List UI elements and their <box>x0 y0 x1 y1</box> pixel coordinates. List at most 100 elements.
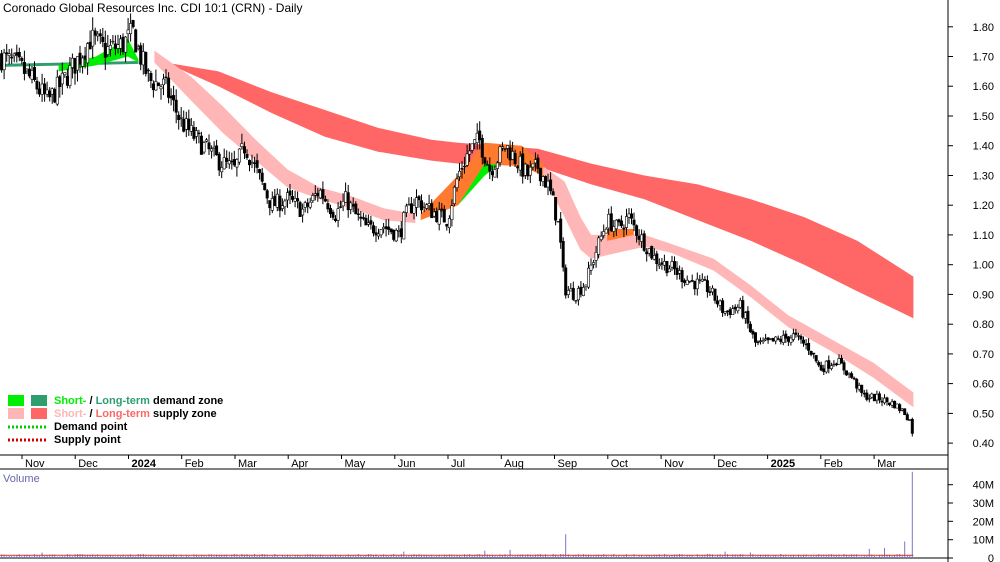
candle-body-88 <box>222 157 226 170</box>
candle-body-332 <box>839 357 843 364</box>
candle-body-273 <box>690 280 694 282</box>
candle-body-104 <box>263 183 267 191</box>
candle-body-359 <box>908 419 912 421</box>
candle-body-281 <box>710 287 714 293</box>
volume-tick-label-0: 0 <box>988 553 994 562</box>
candle-body-123 <box>311 195 315 201</box>
candle-body-130 <box>328 208 332 215</box>
month-tick-label-1: Dec <box>78 458 98 470</box>
candle-body-269 <box>680 270 684 282</box>
candle-body-172 <box>435 211 439 223</box>
candle-body-96 <box>243 146 247 154</box>
candle-body-286 <box>723 311 727 314</box>
candle-body-171 <box>432 211 436 217</box>
candle-body-101 <box>255 160 259 168</box>
candle-body-60 <box>151 83 155 91</box>
candle-body-335 <box>847 372 851 375</box>
candle-body-56 <box>141 51 145 66</box>
candle-body-80 <box>202 142 206 153</box>
candle-body-276 <box>698 279 702 282</box>
candle-body-34 <box>86 43 90 64</box>
candle-body-296 <box>748 323 752 333</box>
candle-body-193 <box>488 164 492 172</box>
candle-body-69 <box>174 99 178 113</box>
candle-body-102 <box>258 169 262 173</box>
candle-body-62 <box>156 82 160 87</box>
candle-body-316 <box>799 335 803 340</box>
candle-body-23 <box>58 76 62 87</box>
candle-body-76 <box>192 127 196 139</box>
candle-body-50 <box>126 29 130 35</box>
candle-body-272 <box>688 280 692 283</box>
candle-body-344 <box>870 393 874 398</box>
candle-body-222 <box>561 241 565 268</box>
candle-body-185 <box>468 150 472 155</box>
candle-body-52 <box>131 19 135 28</box>
candle-body-305 <box>771 337 775 342</box>
price-tick-label-3: 0.70 <box>973 349 994 361</box>
candle-body-85 <box>215 145 219 156</box>
candle-body-356 <box>900 408 904 411</box>
candle-body-284 <box>718 300 722 306</box>
candle-body-242 <box>612 226 616 232</box>
candle-body-84 <box>212 146 216 149</box>
candle-body-315 <box>796 335 800 337</box>
candle-body-136 <box>344 191 348 203</box>
month-tick-label-6: May <box>345 458 366 470</box>
candle-body-211 <box>533 159 537 164</box>
candle-body-121 <box>306 202 310 207</box>
candle-body-45 <box>113 43 117 49</box>
candle-body-16 <box>40 83 44 95</box>
candle-body-39 <box>98 33 102 37</box>
candle-body-198 <box>500 146 504 149</box>
candle-body-353 <box>893 400 897 409</box>
candle-body-250 <box>632 219 636 226</box>
candle-body-38 <box>96 33 100 37</box>
candle-body-107 <box>270 198 274 211</box>
candle-body-320 <box>809 350 813 355</box>
legend-swatch-long-1 <box>31 408 47 419</box>
volume-label: Volume <box>3 473 40 485</box>
candle-body-58 <box>146 69 150 72</box>
month-tick-label-15: Feb <box>824 458 843 470</box>
candle-body-188 <box>475 132 479 143</box>
candle-body-59 <box>149 73 153 82</box>
candle-body-78 <box>197 132 201 135</box>
candle-body-164 <box>414 197 418 208</box>
candle-body-65 <box>164 76 168 79</box>
volume-tick-label-4: 40M <box>973 480 994 492</box>
candle-body-237 <box>599 235 603 240</box>
candle-body-159 <box>402 212 406 240</box>
candle-body-26 <box>65 75 69 86</box>
candle-body-11 <box>27 68 31 77</box>
candle-body-181 <box>457 170 461 178</box>
candle-body-162 <box>409 203 413 214</box>
candle-body-238 <box>602 231 606 236</box>
candle-body-192 <box>485 164 489 166</box>
candle-body-252 <box>637 235 641 240</box>
candle-body-333 <box>842 362 846 371</box>
candle-body-132 <box>333 218 337 221</box>
month-tick-label-8: Jul <box>451 458 465 470</box>
candle-body-166 <box>419 200 423 211</box>
candle-body-290 <box>733 306 737 310</box>
candle-body-157 <box>397 230 401 232</box>
candle-body-285 <box>721 300 725 313</box>
candle-body-36 <box>91 29 95 47</box>
candle-body-271 <box>685 279 689 285</box>
candle-body-90 <box>227 160 231 165</box>
candle-body-343 <box>867 397 871 400</box>
candle-body-259 <box>655 253 659 265</box>
candle-body-360 <box>910 418 914 434</box>
candle-body-247 <box>624 216 628 228</box>
candle-body-5 <box>12 53 16 57</box>
candle-body-64 <box>162 78 166 86</box>
candle-body-314 <box>794 332 798 335</box>
candle-body-111 <box>280 205 284 209</box>
candle-body-204 <box>516 166 520 169</box>
candle-body-249 <box>629 213 633 219</box>
candle-body-73 <box>184 118 188 130</box>
candle-body-54 <box>136 46 140 50</box>
